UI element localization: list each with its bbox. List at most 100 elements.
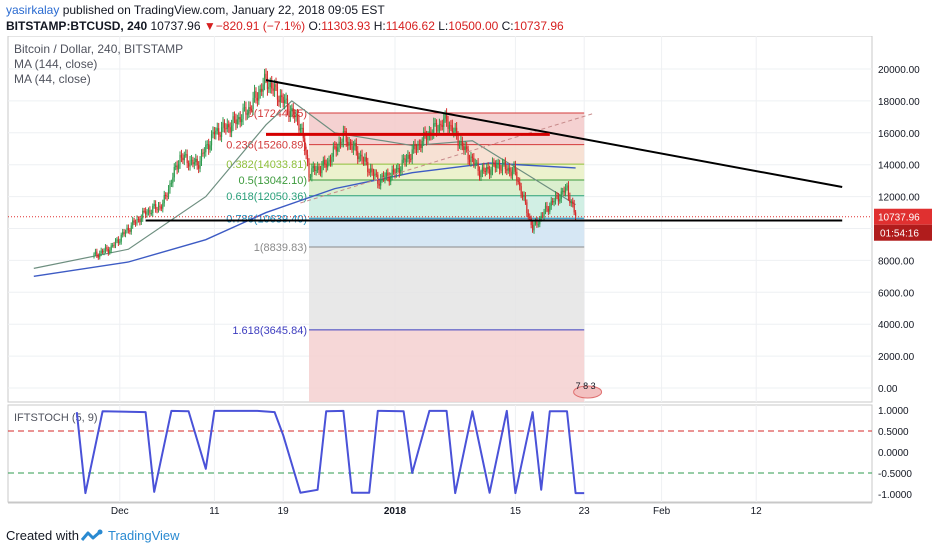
candle-body [415, 148, 418, 150]
candle-body [190, 159, 193, 161]
candle-body [569, 196, 571, 204]
candle-body [331, 156, 333, 163]
candle-body [183, 154, 185, 161]
candle-body [284, 100, 286, 104]
candle-body [209, 145, 211, 150]
candle-body [456, 127, 458, 136]
candle-body [509, 167, 511, 172]
candle-body [514, 165, 516, 172]
tradingview-brand-link[interactable]: TradingView [108, 528, 180, 543]
tradingview-logo-icon[interactable] [80, 528, 104, 544]
candle-body [153, 203, 155, 206]
candle-body [365, 157, 367, 162]
candle-body [305, 150, 307, 155]
candle-body [202, 152, 204, 154]
candle-body [481, 167, 484, 173]
created-with-label: Created with [6, 528, 79, 543]
y-tick-label: 4000.00 [878, 320, 915, 331]
candle-body [413, 144, 415, 150]
candle-body [269, 82, 271, 87]
candle-body [249, 107, 251, 109]
candle-body [175, 165, 177, 167]
candle-body [477, 162, 479, 171]
candle-body [291, 108, 293, 112]
fib-band [309, 195, 585, 219]
candle-body [385, 172, 387, 177]
chart-canvas[interactable]: 0(17244.35)0.236(15260.89)0.382(14033.81… [0, 36, 932, 522]
author-link[interactable]: yasirkalay [6, 3, 60, 17]
candle-body [483, 167, 485, 171]
candle-body [252, 97, 254, 110]
candle-body [540, 215, 542, 219]
candle-body [351, 144, 353, 150]
candle-body [93, 254, 95, 256]
candle-body [107, 249, 109, 253]
candle-body [417, 144, 419, 150]
candle-body [553, 201, 555, 203]
countdown-tag [874, 224, 932, 241]
candle-body [99, 253, 101, 258]
candle-body [352, 146, 355, 150]
candle-body [499, 162, 501, 170]
candle-body [142, 210, 144, 219]
close-label: C: [501, 19, 514, 33]
candle-body [450, 125, 452, 127]
candle-body [130, 225, 132, 232]
candle-body [451, 125, 453, 133]
y-tick-label: 20000.00 [878, 65, 920, 76]
candle-body [335, 146, 337, 152]
candle-body [527, 213, 529, 217]
candle-body [448, 125, 451, 129]
candle-body [278, 99, 280, 103]
candle-body [387, 172, 389, 177]
candle-body [265, 73, 267, 78]
candle-body [308, 162, 310, 178]
candle-body [511, 170, 514, 176]
fib-band [309, 247, 585, 330]
open-value: 11303.93 [321, 19, 371, 33]
candle-body [272, 88, 274, 91]
candle-body [549, 205, 551, 212]
candle-body [570, 201, 572, 204]
candle-body [152, 205, 154, 214]
candle-body [106, 247, 108, 250]
oscillator-y-tick-label: 1.0000 [878, 406, 909, 417]
candle-body [564, 187, 567, 193]
candle-body [355, 142, 357, 152]
candle-body [494, 163, 496, 168]
candle-body [468, 159, 471, 163]
candle-body [324, 159, 326, 165]
candle-body [200, 152, 203, 162]
y-tick-label: 8000.00 [878, 256, 915, 267]
high-value: 11406.62 [385, 19, 435, 33]
candle-body [255, 91, 257, 98]
ticker-symbol: BITSTAMP:BTCUSD, 240 [6, 19, 148, 33]
event-badge-icon[interactable] [573, 385, 603, 399]
candle-body [478, 170, 481, 178]
footer: Created with TradingView [0, 522, 932, 550]
candle-body [312, 166, 314, 169]
candle-body [460, 141, 462, 145]
candle-body [186, 154, 188, 164]
candle-body [381, 175, 383, 179]
candle-body [461, 141, 463, 147]
candle-body [113, 245, 115, 247]
candle-body [306, 154, 309, 163]
chart-title: Bitcoin / Dollar, 240, BITSTAMP [14, 42, 184, 56]
candle-body [241, 119, 243, 123]
candle-body [114, 240, 117, 246]
candle-body [137, 219, 140, 221]
fib-level-label: 1.618(3645.84) [232, 325, 307, 337]
candle-body [423, 131, 425, 141]
candle-body [294, 115, 296, 118]
candle-body [298, 120, 300, 131]
candle-body [110, 245, 112, 251]
y-tick-label: 2000.00 [878, 352, 915, 363]
candle-body [236, 119, 238, 125]
candle-body [129, 230, 131, 232]
candle-body [384, 176, 386, 179]
candle-body [193, 162, 195, 165]
candle-body [123, 232, 125, 234]
candle-body [188, 163, 190, 167]
last-price-tag [874, 208, 932, 225]
